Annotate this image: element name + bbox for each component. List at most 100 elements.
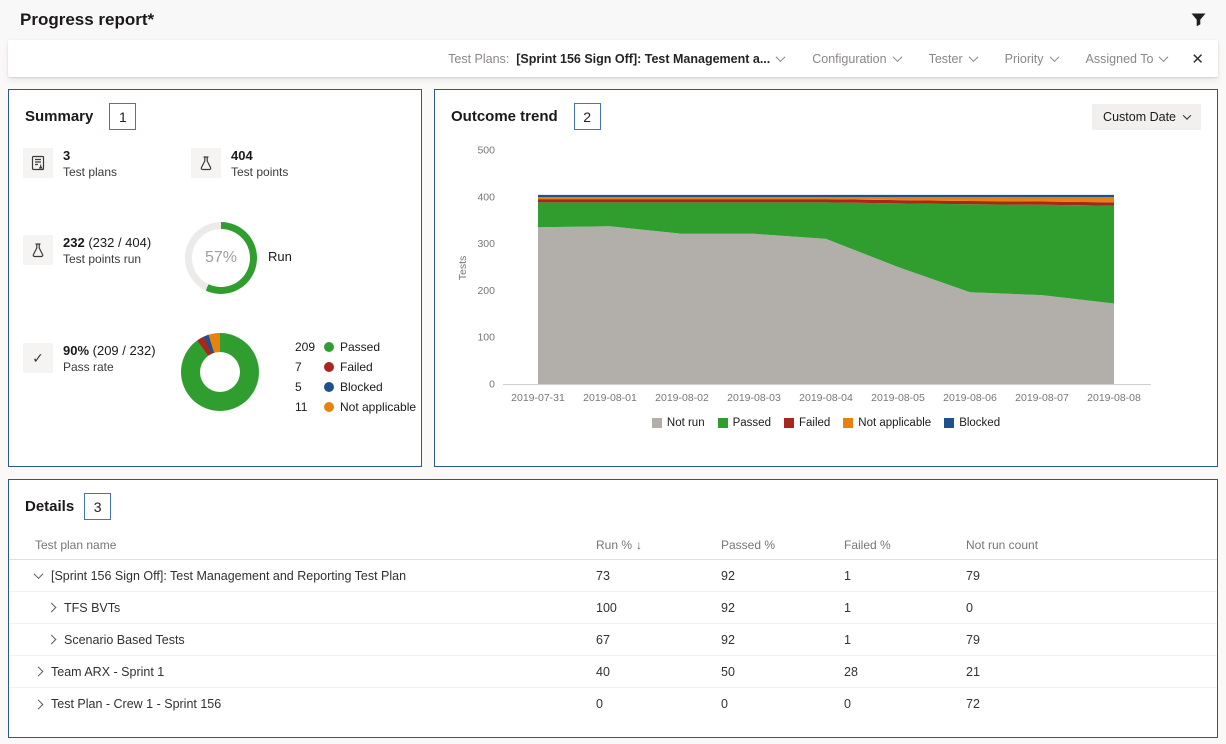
stat-test-points-run: 232 (232 / 404) Test points run (23, 235, 151, 266)
check-glyph: ✓ (32, 349, 44, 366)
cell-run-pct: 100 (596, 600, 617, 615)
filter-priority[interactable]: Priority (1004, 51, 1059, 66)
cell-run-pct: 73 (596, 568, 610, 583)
cell-run-pct: 0 (596, 697, 603, 711)
x-tick-label: 2019-08-03 (727, 392, 781, 404)
chevron-right-icon[interactable] (33, 666, 44, 677)
column-run-pct[interactable]: Run % ↓ (596, 537, 643, 552)
legend-swatch (651, 418, 662, 428)
legend-item: 5 Blocked (295, 377, 416, 397)
y-axis-title: Tests (457, 256, 469, 281)
table-row[interactable]: Team ARX - Sprint 1 40 50 28 21 (9, 656, 1217, 688)
x-tick-label: 2019-08-08 (1087, 392, 1141, 404)
x-tick-label: 2019-08-06 (943, 392, 997, 404)
chevron-right-icon[interactable] (33, 699, 44, 709)
custom-date-button[interactable]: Custom Date (1092, 103, 1201, 130)
close-icon[interactable]: ✕ (1191, 50, 1204, 68)
y-tick-label: 500 (477, 145, 495, 157)
cell-run-pct: 40 (596, 664, 610, 679)
y-tick-label: 400 (477, 191, 495, 203)
stat-label: Pass rate (63, 360, 114, 374)
column-not-run-count[interactable]: Not run count (966, 537, 1039, 552)
sort-desc-icon: ↓ (636, 537, 643, 552)
legend-item: Not applicable (843, 417, 931, 429)
column-failed-pct[interactable]: Failed % (844, 537, 891, 552)
run-percent-ring: 57% (185, 222, 257, 294)
stat-pass-rate: ✓ 90% (209 / 232) Pass rate (23, 343, 156, 374)
filter-assigned-to[interactable]: Assigned To (1086, 52, 1169, 66)
chevron-right-icon[interactable] (46, 602, 57, 613)
outcome-trend-chart: 0 100 200 300 400 500 2019-07-31 2019-08-01 2019… (451, 140, 1221, 417)
stat-value: 90% (63, 343, 90, 358)
stat-label: Test points (231, 165, 289, 179)
legend-item: 209 Passed (295, 337, 416, 357)
cell-passed-pct: 92 (721, 632, 735, 647)
filter-test-plans-label: Test Plans: (448, 51, 510, 66)
table-row[interactable]: TFS BVTs 100 92 1 0 (9, 592, 1217, 624)
legend-count: 7 (295, 360, 302, 374)
x-tick-label: 2019-08-05 (871, 392, 925, 404)
cell-not-run: 72 (966, 697, 980, 711)
cell-passed-pct: 92 (721, 568, 735, 583)
legend-dot (324, 342, 334, 352)
legend-label: Failed (798, 417, 831, 429)
table-row[interactable]: [Sprint 156 Sign Off]: Test Management a… (9, 560, 1217, 592)
legend-label: Blocked (959, 417, 1001, 429)
cell-passed-pct: 0 (721, 697, 728, 711)
chevron-down-icon (775, 52, 786, 63)
legend-label: Not applicable (858, 417, 932, 429)
legend-label: Failed (340, 360, 373, 374)
trend-step-badge: 2 (573, 103, 601, 130)
cell-failed-pct: 1 (844, 632, 851, 647)
trend-chart-legend: Not run Passed Failed Not applicable Blocked (435, 417, 1217, 429)
filter-label: Tester (928, 51, 963, 66)
details-step-badge: 3 (84, 493, 112, 520)
y-tick-label: 100 (477, 332, 495, 344)
flask-icon (191, 148, 221, 178)
cell-not-run: 21 (966, 664, 980, 679)
legend-swatch (843, 418, 854, 428)
chevron-down-icon (1182, 110, 1192, 120)
chevron-right-icon[interactable] (46, 634, 57, 645)
summary-header: Summary 1 (9, 90, 421, 130)
filter-test-plans-value: [Sprint 156 Sign Off]: Test Management a… (516, 51, 771, 66)
table-row[interactable]: Test Plan - Crew 1 - Sprint 156 0 0 0 72 (9, 688, 1217, 720)
summary-title: Summary (25, 108, 94, 125)
summary-card: Summary 1 3 Test plans (8, 89, 422, 467)
page-header: Progress report* (0, 0, 1226, 40)
legend-label: Passed (340, 340, 381, 354)
outcome-donut-legend: 209 Passed 7 Failed 5 Blocked 11 Not applicable (295, 337, 416, 417)
table-row[interactable]: Scenario Based Tests 67 92 1 79 (9, 624, 1217, 656)
cell-not-run: 79 (966, 568, 980, 583)
legend-label: Passed (732, 417, 771, 429)
filter-icon[interactable] (1191, 13, 1206, 27)
chevron-down-icon[interactable] (33, 569, 44, 580)
filter-label: Priority (1004, 51, 1044, 66)
legend-item: 11 Not applicable (295, 397, 416, 417)
legend-count: 11 (295, 400, 308, 414)
filter-tester[interactable]: Tester (928, 51, 979, 66)
stat-value: 404 (231, 148, 253, 163)
run-ring-label: Run (268, 249, 292, 264)
filter-test-plans[interactable]: Test Plans: [Sprint 156 Sign Off]: Test … (448, 51, 786, 66)
legend-swatch (783, 418, 794, 428)
column-test-plan-name[interactable]: Test plan name (35, 537, 117, 552)
legend-dot (324, 402, 334, 412)
stat-value: 232 (63, 235, 85, 250)
filter-configuration[interactable]: Configuration (812, 52, 903, 66)
legend-item: Passed (717, 417, 771, 429)
stat-test-points: 404 Test points (191, 148, 288, 179)
trend-header: Outcome trend 2 Custom Date (435, 90, 1217, 130)
test-plan-name: TFS BVTs (64, 600, 121, 615)
run-percent-text: 57% (204, 249, 238, 266)
y-tick-label: 200 (477, 285, 495, 297)
column-passed-pct[interactable]: Passed % (721, 537, 776, 552)
cell-failed-pct: 1 (844, 600, 851, 615)
legend-count: 5 (295, 380, 302, 394)
passed-area (538, 202, 1114, 304)
x-tick-label: 2019-08-02 (655, 392, 709, 404)
x-tick-label: 2019-08-07 (1015, 392, 1069, 404)
details-table: Test plan name Run % ↓ Passed % Failed % … (9, 530, 1217, 720)
legend-count: 209 (295, 340, 316, 354)
test-plan-name: Test Plan - Crew 1 - Sprint 156 (51, 697, 222, 711)
